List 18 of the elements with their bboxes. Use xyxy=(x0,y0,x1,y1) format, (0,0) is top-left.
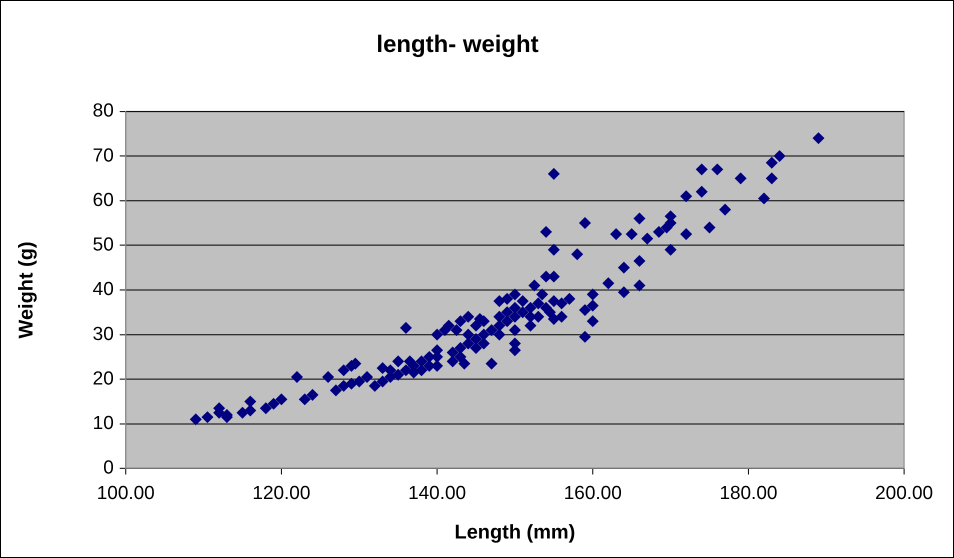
y-tick-label: 40 xyxy=(92,279,114,300)
y-tick-label: 60 xyxy=(92,190,114,211)
x-axis-title: Length (mm) xyxy=(454,522,576,544)
y-tick-label: 70 xyxy=(92,145,114,166)
chart-title: length- weight xyxy=(376,30,539,58)
x-tick-label: 180.00 xyxy=(719,483,778,504)
y-tick-label: 80 xyxy=(92,100,114,122)
y-tick-label: 30 xyxy=(92,324,114,345)
x-tick-label: 160.00 xyxy=(564,483,622,504)
y-tick-label: 50 xyxy=(92,234,114,256)
y-axis-title: Weight (g) xyxy=(15,241,38,338)
x-tick-label: 100.00 xyxy=(96,483,155,504)
x-tick-label: 140.00 xyxy=(408,483,466,504)
y-tick-label: 10 xyxy=(92,413,114,434)
y-tick-label: 0 xyxy=(103,458,114,479)
x-tick-label: 120.00 xyxy=(252,483,310,504)
x-tick-label: 200.00 xyxy=(875,483,934,504)
y-tick-label: 20 xyxy=(92,368,114,390)
